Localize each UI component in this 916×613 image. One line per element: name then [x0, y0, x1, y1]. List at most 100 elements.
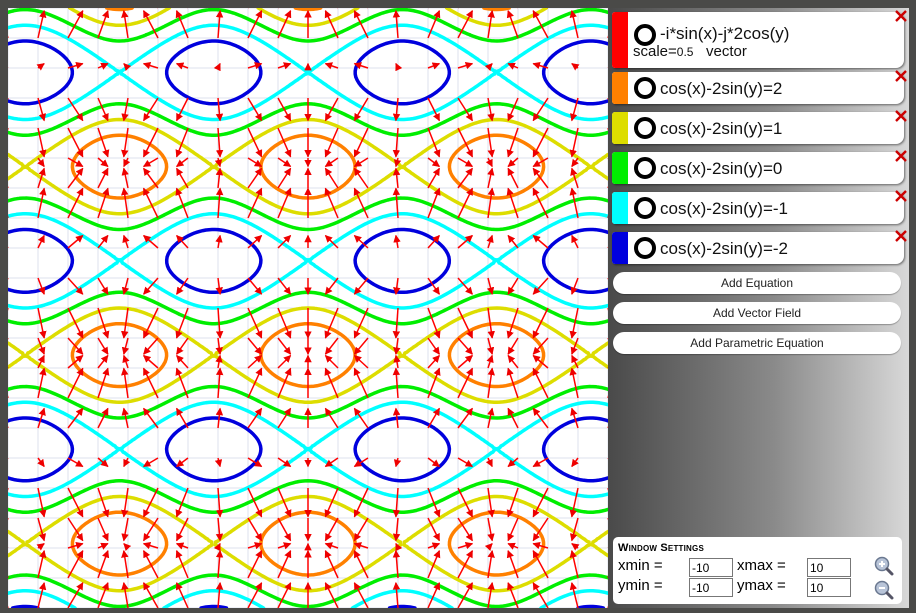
- vector-arrow: [353, 187, 369, 219]
- equation-item-4[interactable]: cos(x)-2sin(y)=-1: [612, 190, 907, 224]
- vector-arrow: [215, 127, 224, 158]
- close-icon[interactable]: [894, 189, 908, 203]
- close-icon[interactable]: [894, 9, 908, 23]
- add-vector-field-button[interactable]: Add Vector Field: [613, 302, 901, 324]
- vector-arrow: [97, 277, 109, 295]
- xmin-input[interactable]: [689, 558, 733, 577]
- vector-arrow: [215, 337, 223, 355]
- equation-text[interactable]: cos(x)-2sin(y)=-2: [660, 239, 788, 258]
- vector-arrow: [324, 354, 339, 369]
- color-swatch[interactable]: [612, 72, 628, 104]
- vector-arrow: [142, 97, 159, 122]
- graph-canvas[interactable]: [8, 8, 608, 608]
- vector-arrow: [215, 407, 224, 429]
- vector-arrow: [532, 61, 549, 70]
- vector-arrow: [247, 307, 263, 339]
- vector-arrow: [215, 167, 224, 189]
- vector-arrow: [457, 187, 474, 219]
- vector-arrow: [277, 582, 292, 608]
- vector-arrow: [37, 277, 46, 295]
- equation-item-1[interactable]: cos(x)-2sin(y)=2: [612, 70, 907, 104]
- vector-arrow: [37, 97, 47, 122]
- vector-arrow: [215, 367, 224, 399]
- vector-arrow: [487, 307, 495, 339]
- vector-arrow: [353, 407, 369, 429]
- vector-arrow: [175, 582, 189, 608]
- level-curve-1: [70, 8, 546, 577]
- vector-arrow: [570, 167, 579, 189]
- vector-arrow: [175, 487, 189, 518]
- color-swatch[interactable]: [612, 112, 628, 144]
- vector-arrow: [571, 234, 579, 249]
- visibility-toggle-icon[interactable]: [634, 117, 656, 139]
- close-icon[interactable]: [894, 109, 908, 123]
- equation-text[interactable]: cos(x)-2sin(y)=-1: [660, 199, 788, 218]
- visibility-toggle-icon[interactable]: [634, 237, 656, 259]
- vector-arrow: [324, 542, 339, 550]
- xmax-input[interactable]: [807, 558, 851, 577]
- vector-arrow: [324, 62, 339, 70]
- visibility-toggle-icon[interactable]: [634, 24, 656, 46]
- close-icon[interactable]: [894, 69, 908, 83]
- vector-arrow: [215, 234, 223, 249]
- vector-arrow: [175, 167, 189, 189]
- vector-arrow: [532, 517, 549, 542]
- equation-item-vector[interactable]: -i*sin(x)-j*2cos(y) scale=0.5 vector: [612, 10, 907, 68]
- vector-arrow: [427, 234, 440, 249]
- vector-arrow: [457, 354, 473, 369]
- vector-arrow: [121, 127, 129, 158]
- close-icon[interactable]: [894, 149, 908, 163]
- scale-value[interactable]: 0.5: [676, 45, 694, 59]
- equation-text[interactable]: -i*sin(x)-j*2cos(y): [660, 24, 790, 43]
- vector-arrow: [532, 187, 549, 219]
- equation-item-3[interactable]: cos(x)-2sin(y)=0: [612, 150, 907, 184]
- vector-arrow: [569, 127, 579, 158]
- vector-arrow: [67, 167, 84, 189]
- type-label[interactable]: vector: [705, 43, 747, 60]
- vector-arrow: [532, 157, 549, 168]
- vector-arrow: [247, 62, 263, 70]
- vector-arrow: [486, 277, 495, 295]
- equation-item-5[interactable]: cos(x)-2sin(y)=-2: [612, 230, 907, 264]
- color-swatch[interactable]: [612, 192, 628, 224]
- color-swatch[interactable]: [612, 12, 628, 68]
- vector-arrow: [324, 127, 339, 158]
- vector-arrow: [457, 167, 474, 189]
- ymin-input[interactable]: [689, 578, 733, 597]
- visibility-toggle-icon[interactable]: [634, 157, 656, 179]
- vector-arrow: [532, 97, 549, 122]
- equation-text[interactable]: cos(x)-2sin(y)=1: [660, 119, 783, 138]
- vector-arrow: [569, 307, 579, 339]
- vector-arrow: [67, 517, 84, 542]
- vector-arrow: [427, 307, 441, 339]
- zoom-out-icon[interactable]: [874, 580, 894, 600]
- add-parametric-equation-button[interactable]: Add Parametric Equation: [613, 332, 901, 354]
- vector-arrow: [427, 187, 441, 219]
- vector-arrow: [507, 277, 519, 295]
- zoom-in-icon[interactable]: [874, 556, 894, 576]
- vector-arrow: [506, 549, 519, 579]
- ymax-input[interactable]: [807, 578, 851, 597]
- vector-arrow: [247, 157, 263, 168]
- vector-arrow: [507, 582, 519, 608]
- vector-arrow: [215, 487, 224, 518]
- vector-arrow: [324, 487, 339, 518]
- visibility-toggle-icon[interactable]: [634, 197, 656, 219]
- visibility-toggle-icon[interactable]: [634, 77, 656, 99]
- equation-item-2[interactable]: cos(x)-2sin(y)=1: [612, 110, 907, 144]
- vector-arrow: [393, 457, 402, 468]
- color-swatch[interactable]: [612, 232, 628, 264]
- equation-text[interactable]: cos(x)-2sin(y)=0: [660, 159, 783, 178]
- vector-arrow: [175, 127, 189, 158]
- color-swatch[interactable]: [612, 152, 628, 184]
- equation-text[interactable]: cos(x)-2sin(y)=2: [660, 79, 783, 98]
- close-icon[interactable]: [894, 229, 908, 243]
- vector-arrow: [215, 354, 223, 369]
- vector-arrow: [97, 167, 109, 189]
- vector-arrow: [427, 517, 441, 542]
- vector-arrow: [277, 550, 292, 579]
- vector-arrow: [176, 354, 189, 369]
- vector-arrow: [97, 337, 109, 355]
- vector-arrow: [484, 63, 493, 72]
- add-equation-button[interactable]: Add Equation: [613, 272, 901, 294]
